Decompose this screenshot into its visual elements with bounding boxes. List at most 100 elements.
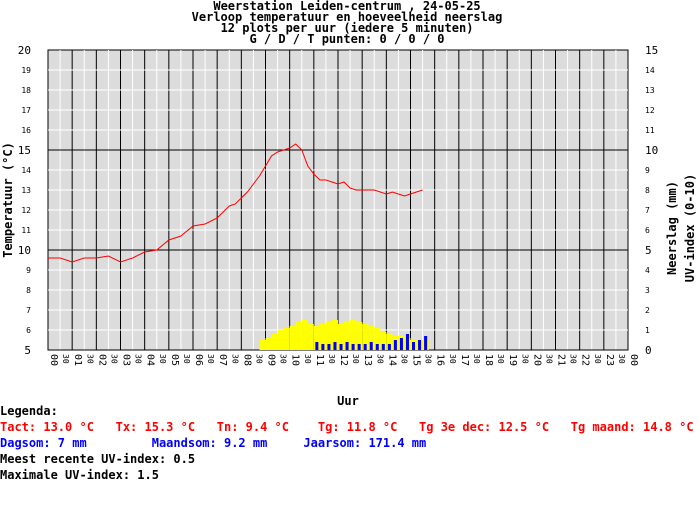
y-right-tick-label: 2: [645, 306, 650, 315]
rain-bar: [369, 342, 373, 350]
x-tick-label: 30: [182, 354, 191, 364]
uv-bar: [265, 338, 272, 350]
x-tick-label: 30: [303, 354, 312, 364]
x-tick-label: 03: [121, 354, 132, 366]
y-right-tick-label: 8: [645, 186, 650, 195]
uv-bar: [338, 324, 345, 350]
y-left-tick-label: 5: [24, 344, 31, 357]
x-tick-label: 30: [593, 354, 602, 364]
uv-bar: [374, 328, 381, 350]
y-right-tick-label: 14: [645, 66, 655, 75]
y-left-tick-label: 16: [21, 126, 31, 135]
x-tick-label: 21: [556, 354, 567, 366]
chart-title-line3: 12 plots per uur (iedere 5 minuten): [221, 21, 474, 35]
uv-bar: [368, 326, 375, 350]
x-tick-label: 30: [569, 354, 578, 364]
x-tick-label: 30: [61, 354, 70, 364]
y-right-tick-label: 3: [645, 286, 650, 295]
x-tick-label: 13: [362, 354, 373, 366]
y-right-tick-label: 6: [645, 226, 650, 235]
x-tick-label: 11: [314, 354, 325, 366]
y-left-tick-labels: 5 6 7 8 9 10 11 12 13 14 15 16 17 18 19 20: [18, 44, 31, 357]
y-left-tick-label: 11: [21, 226, 31, 235]
x-tick-label: 14: [386, 354, 397, 366]
uv-bar: [344, 322, 351, 350]
rain-bar: [345, 342, 349, 350]
x-tick-label: 30: [134, 354, 143, 364]
uv-bar: [307, 324, 314, 350]
y-left-tick-label: 6: [26, 326, 31, 335]
rain-bars: [315, 334, 428, 350]
rain-bar: [375, 344, 379, 350]
chart-title-line1: Weerstation Leiden-centrum , 24-05-25: [213, 0, 480, 13]
legend-temperature-line: Tact: 13.0 °C Tx: 15.3 °C Tn: 9.4 °C Tg:…: [0, 420, 694, 434]
y-left-tick-label: 19: [21, 66, 31, 75]
rain-bar: [333, 342, 337, 350]
chart-title-line4: G / D / T punten: 0 / 0 / 0: [249, 32, 444, 46]
x-tick-label: 01: [72, 354, 83, 366]
rain-bar: [351, 344, 355, 350]
rain-bar: [363, 344, 367, 350]
x-tick-label: 30: [158, 354, 167, 364]
x-tick-label: 30: [399, 354, 408, 364]
uv-bar: [380, 332, 387, 350]
rain-bar: [327, 344, 331, 350]
x-tick-label: 30: [544, 354, 553, 364]
y-left-tick-label: 13: [21, 186, 31, 195]
rain-bar: [339, 344, 343, 350]
x-tick-label: 30: [617, 354, 626, 364]
y-left-tick-label: 7: [26, 306, 31, 315]
uv-bar: [289, 326, 296, 350]
rain-bar: [321, 344, 325, 350]
y-right-tick-label: 13: [645, 86, 655, 95]
x-tick-label: 09: [266, 354, 277, 366]
y-right-tick-label: 15: [645, 44, 658, 57]
uv-bar: [283, 328, 290, 350]
uv-bar: [386, 334, 393, 350]
uv-bar: [313, 326, 320, 350]
y-left-tick-label: 14: [21, 166, 31, 175]
y-left-tick-label: 9: [26, 266, 31, 275]
x-tick-label: 07: [217, 354, 228, 366]
x-tick-label: 30: [254, 354, 263, 364]
rain-bar: [418, 340, 422, 350]
y-left-axis-label: Temperatuur (°C): [1, 142, 15, 258]
x-tick-label: 30: [351, 354, 360, 364]
y-right-tick-label: 12: [645, 106, 655, 115]
y-right-tick-label: 7: [645, 206, 650, 215]
rain-bar: [399, 338, 403, 350]
x-tick-label: 06: [193, 354, 204, 366]
uv-bar: [350, 320, 357, 350]
uv-bar: [271, 334, 278, 350]
y-left-tick-label: 8: [26, 286, 31, 295]
rain-bar: [381, 344, 385, 350]
uv-bar: [331, 320, 338, 350]
legend-uv-recent: Meest recente UV-index: 0.5: [0, 452, 196, 466]
legend-rain-line: Dagsom: 7 mm Maandsom: 9.2 mm Jaarsom: 1…: [0, 436, 427, 450]
x-tick-label: 18: [483, 354, 494, 366]
x-axis-label: Uur: [337, 394, 359, 405]
uv-bar: [356, 322, 363, 350]
chart-canvas: Weerstation Leiden-centrum , 24-05-25 Ve…: [1, 0, 697, 405]
x-tick-label: 00: [48, 354, 59, 366]
x-tick-label: 20: [531, 354, 542, 366]
x-tick-label: 17: [459, 354, 470, 366]
x-tick-label: 30: [109, 354, 118, 364]
y-right-tick-label: 11: [645, 126, 655, 135]
rain-bar: [393, 340, 397, 350]
legend-uv-max: Maximale UV-index: 1.5: [0, 468, 159, 482]
rain-bar: [315, 342, 319, 350]
x-tick-label: 30: [424, 354, 433, 364]
x-tick-label: 30: [520, 354, 529, 364]
uv-bar: [259, 340, 266, 350]
x-tick-label: 16: [435, 354, 446, 366]
x-tick-label: 08: [241, 354, 252, 366]
x-tick-label: 22: [580, 354, 591, 366]
y-left-tick-label: 18: [21, 86, 31, 95]
x-tick-label: 02: [96, 354, 107, 366]
rain-bar: [387, 344, 391, 350]
x-tick-label: 30: [327, 354, 336, 364]
y-right-tick-label: 10: [645, 144, 658, 157]
y-left-tick-label: 10: [18, 244, 31, 257]
